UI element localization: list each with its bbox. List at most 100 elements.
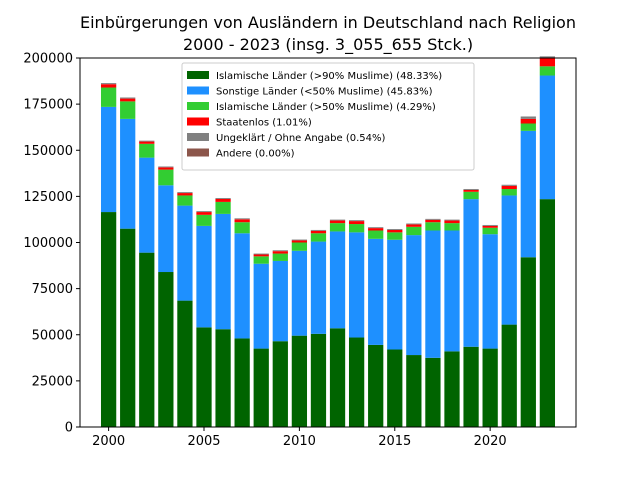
bar-segment bbox=[196, 327, 212, 427]
bar-segment bbox=[158, 185, 174, 273]
bar-segment bbox=[310, 230, 327, 234]
bar-segment bbox=[120, 118, 136, 229]
bar-segment bbox=[501, 185, 517, 189]
bar-segment bbox=[253, 348, 269, 427]
bar-segment bbox=[329, 328, 346, 427]
bar-segment bbox=[329, 219, 346, 221]
chart-title-line2: 2000 - 2023 (insg. 3_055_655 Stck.) bbox=[183, 35, 473, 55]
bar-segment bbox=[234, 218, 250, 220]
legend-swatch bbox=[187, 133, 209, 141]
bar-segment bbox=[348, 224, 365, 233]
bar-segment bbox=[120, 98, 136, 102]
bar-segment bbox=[310, 233, 327, 242]
bar-segment bbox=[215, 198, 231, 202]
y-tick-label: 25000 bbox=[32, 374, 73, 389]
bar-segment bbox=[520, 116, 536, 119]
legend-swatch bbox=[187, 102, 209, 110]
bar-segment bbox=[100, 84, 117, 88]
bar-segment bbox=[425, 218, 441, 220]
bar-segment bbox=[520, 118, 536, 124]
bar-segment bbox=[539, 66, 556, 76]
bar-segment bbox=[425, 357, 441, 427]
bar-segment bbox=[215, 213, 231, 330]
bar-segment bbox=[234, 233, 250, 339]
bar-segment bbox=[406, 224, 422, 227]
bar-segment bbox=[444, 223, 460, 231]
bar-segment bbox=[539, 56, 556, 58]
bar-segment bbox=[100, 106, 117, 213]
legend-swatch bbox=[187, 71, 209, 79]
bar-segment bbox=[539, 58, 556, 67]
bar-segment bbox=[444, 220, 460, 224]
bar-segment bbox=[368, 238, 384, 345]
y-tick-label: 125000 bbox=[23, 190, 73, 205]
bar-segment bbox=[463, 199, 479, 347]
bar-segment bbox=[348, 337, 365, 427]
bar-segment bbox=[253, 256, 269, 264]
legend-label: Ungeklärt / Ohne Angabe (0.54%) bbox=[216, 133, 385, 144]
bar-segment bbox=[444, 351, 460, 427]
bar-segment bbox=[368, 230, 384, 239]
legend-swatch bbox=[187, 148, 209, 157]
bar-segment bbox=[501, 324, 517, 427]
bar-segment bbox=[310, 241, 327, 334]
bar-segment bbox=[425, 219, 441, 223]
bar-segment bbox=[520, 123, 536, 131]
bar-segment bbox=[463, 191, 479, 200]
bar-segment bbox=[100, 83, 117, 85]
bar-segment bbox=[272, 341, 288, 427]
bar-segment bbox=[291, 242, 308, 251]
bar-segment bbox=[425, 222, 441, 231]
legend-swatch bbox=[187, 86, 209, 95]
legend-label: Staatenlos (1.01%) bbox=[216, 118, 312, 129]
bar-segment bbox=[272, 251, 288, 254]
bar-segment bbox=[482, 225, 498, 228]
bar-segment bbox=[291, 335, 308, 427]
bar-segment bbox=[501, 188, 517, 196]
bar-segment bbox=[215, 198, 231, 199]
bar-segment bbox=[463, 346, 479, 427]
y-tick-label: 50000 bbox=[32, 328, 73, 343]
bar-segment bbox=[234, 222, 250, 234]
y-tick-label: 75000 bbox=[32, 282, 73, 297]
bar-segment bbox=[387, 349, 403, 427]
bar-segment bbox=[482, 234, 498, 349]
bar-segment bbox=[425, 230, 441, 358]
bar-segment bbox=[100, 212, 117, 427]
x-tick-label: 2010 bbox=[283, 434, 316, 449]
bar-segment bbox=[139, 157, 155, 253]
bar-segment bbox=[139, 141, 155, 144]
bar-segment bbox=[177, 300, 193, 427]
bar-segment bbox=[177, 205, 193, 301]
bar-segment bbox=[310, 333, 327, 427]
bar-segment bbox=[406, 355, 422, 427]
bar-segment bbox=[120, 97, 136, 99]
bar-segment bbox=[539, 75, 556, 200]
bar-segment bbox=[463, 189, 479, 192]
bar-segment bbox=[482, 348, 498, 427]
bar-segment bbox=[329, 220, 346, 224]
bar-segment bbox=[177, 195, 193, 206]
y-tick-label: 150000 bbox=[23, 144, 73, 159]
bar-segment bbox=[234, 219, 250, 223]
bar-segment bbox=[520, 257, 536, 427]
bar-segment bbox=[501, 195, 517, 325]
bar-segment bbox=[539, 199, 556, 427]
bar-segment bbox=[482, 227, 498, 235]
bar-segment bbox=[368, 344, 384, 427]
bar-segment bbox=[158, 167, 174, 170]
bar-segment bbox=[253, 254, 269, 257]
bar-segment bbox=[444, 219, 460, 221]
bar-segment bbox=[272, 253, 288, 261]
bar-segment bbox=[387, 232, 403, 240]
bar-segment bbox=[139, 252, 155, 427]
bar-segment bbox=[234, 338, 250, 427]
bar-segment bbox=[253, 263, 269, 349]
bar-segment bbox=[368, 228, 384, 231]
bar-segment bbox=[196, 214, 212, 226]
bar-segment bbox=[406, 235, 422, 356]
bar-segment bbox=[215, 329, 231, 427]
legend-swatch bbox=[187, 117, 209, 126]
bar-segment bbox=[291, 240, 308, 243]
